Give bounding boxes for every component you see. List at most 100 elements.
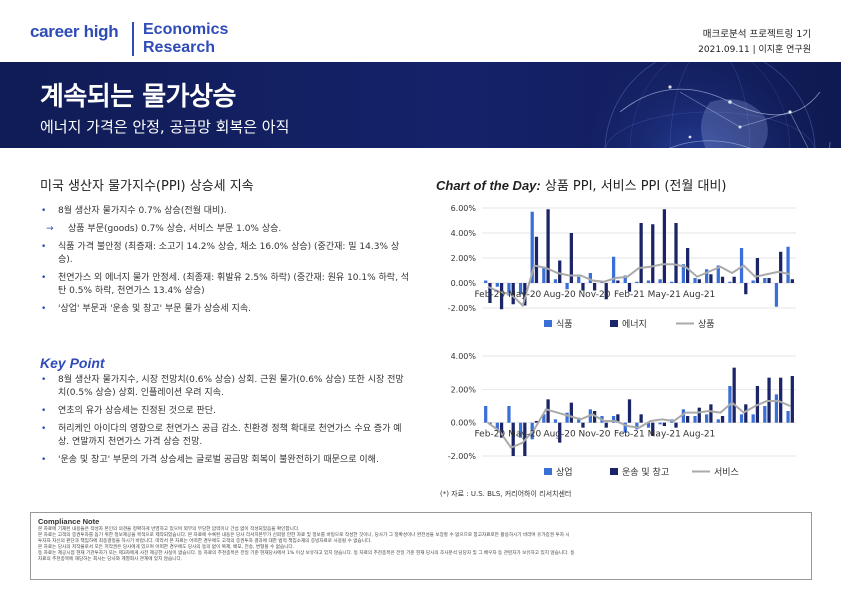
y-tick-label: 6.00% bbox=[451, 204, 477, 213]
compliance-line: 본 자료는 당사의 저작물로서 모든 저작권은 당사에게 있으며 어떠한 경우에… bbox=[38, 545, 295, 550]
bullet-dot-icon: • bbox=[41, 304, 47, 314]
bullet-dot-icon: • bbox=[41, 455, 47, 465]
x-tick-label: May-20 bbox=[508, 430, 541, 440]
bar bbox=[674, 223, 678, 283]
key-point-item: • 8월 생산자 물가지수, 시장 전망치(0.6% 상승) 상회. 근원 물가(… bbox=[41, 375, 404, 398]
bar bbox=[495, 422, 499, 431]
bar bbox=[616, 414, 620, 423]
bullet-dot-icon: • bbox=[41, 206, 47, 216]
bar bbox=[751, 280, 755, 283]
x-tick-label: Feb-20 bbox=[474, 430, 505, 440]
bar bbox=[581, 283, 585, 291]
compliance-title: Compliance Note bbox=[38, 517, 100, 526]
bar bbox=[581, 422, 585, 428]
bullet-dot-icon: • bbox=[41, 375, 47, 385]
bar bbox=[790, 376, 794, 423]
compliance-line: 본 자료에 기재된 내용들은 작성자 본인의 의견을 정확하게 반영하고 있으며… bbox=[38, 527, 300, 532]
brand-line-2: Research bbox=[143, 39, 216, 56]
bar bbox=[523, 283, 527, 306]
bar bbox=[604, 422, 608, 428]
x-tick-label: May-21 bbox=[648, 290, 681, 300]
bar bbox=[499, 422, 504, 438]
bar bbox=[484, 406, 488, 423]
compliance-line: 자료의 추천종목에 해당하는 회사는 당사와 계열회사 관계에 있지 않습니다. bbox=[38, 557, 183, 562]
bullet-dot-icon: • bbox=[41, 242, 47, 252]
section-title: 미국 생산자 물가지수(PPI) 상승세 지속 bbox=[40, 179, 254, 194]
bar bbox=[720, 276, 725, 283]
bar bbox=[546, 399, 550, 423]
x-tick-label: Aug-20 bbox=[543, 290, 576, 300]
bar bbox=[651, 224, 655, 283]
bar bbox=[530, 211, 534, 283]
chart-of-the-day-title: Chart of the Day: 상품 PPI, 서비스 PPI (전월 대비… bbox=[436, 175, 726, 194]
compliance-note: Compliance Note 본 자료에 기재된 내용들은 작성자 본인의 의… bbox=[30, 512, 812, 580]
bar bbox=[534, 421, 539, 423]
bullet-dot-icon: • bbox=[41, 273, 47, 283]
services-ppi-chart: 4.00% 2.00% 0.00% -2.00% Feb-20 May-20 Aug-20 N… bbox=[448, 352, 796, 478]
bar bbox=[716, 265, 720, 283]
bar bbox=[732, 367, 736, 423]
x-tick-label: Feb-21 bbox=[614, 430, 645, 440]
x-tick-label: Feb-21 bbox=[614, 290, 645, 300]
x-tick-label: Aug-20 bbox=[543, 430, 576, 440]
chart-source: (*) 자료 : U.S. BLS, 커리어하이 리서치센터 bbox=[440, 490, 572, 498]
bar bbox=[484, 280, 488, 283]
bar bbox=[658, 279, 662, 283]
bar bbox=[767, 278, 771, 283]
bar bbox=[779, 377, 783, 423]
legend-label: 서비스 bbox=[714, 467, 739, 478]
bar bbox=[686, 416, 690, 423]
bar bbox=[611, 256, 616, 283]
bar bbox=[763, 278, 767, 283]
x-tick-label: Aug-21 bbox=[683, 430, 715, 440]
bar bbox=[495, 283, 499, 287]
bar bbox=[627, 399, 632, 423]
bar bbox=[670, 281, 674, 283]
bar bbox=[639, 414, 643, 423]
bar bbox=[646, 280, 651, 283]
bar bbox=[744, 404, 748, 423]
legend-swatch bbox=[610, 468, 618, 475]
bar bbox=[662, 209, 667, 283]
key-point-item: • '운송 및 창고' 부문의 가격 상승세는 글로벌 공급망 회복이 불완전하기… bbox=[41, 455, 379, 465]
bullet-item: • 8월 생산자 물가지수 0.7% 상승(전월 대비). bbox=[41, 206, 227, 216]
bar bbox=[639, 223, 643, 283]
report-date-author: 2021.09.11 | 이지훈 연구원 bbox=[698, 45, 811, 55]
globe-network-graphic bbox=[590, 62, 831, 148]
legend-swatch bbox=[544, 468, 552, 475]
bar bbox=[553, 279, 558, 283]
bar bbox=[518, 283, 523, 295]
legend-label: 에너지 bbox=[622, 319, 647, 330]
brand-section: Economics Research bbox=[143, 21, 228, 57]
bar bbox=[616, 280, 620, 283]
goods-ppi-chart: 6.00%4.00%2.00%0.00%-2.00%Feb-20 May-20 Au… bbox=[448, 204, 796, 330]
bar bbox=[577, 276, 581, 283]
bar bbox=[709, 404, 713, 423]
y-tick-label: -2.00% bbox=[448, 304, 477, 313]
summary-bullets: • 8월 생산자 물가지수 0.7% 상승(전월 대비). → 상품 부문(good… bbox=[40, 205, 410, 321]
company-logo: career high Economics Research bbox=[30, 18, 250, 58]
y-tick-label: -2.00% bbox=[448, 452, 477, 461]
key-point-item: • 연초의 유가 상승세는 진정된 것으로 판단. bbox=[41, 406, 216, 416]
bar bbox=[623, 275, 627, 283]
bar bbox=[779, 251, 783, 283]
bar bbox=[623, 422, 627, 433]
bullet-item: • 천연가스 외 에너지 물가 안정세. (최종재: 휘발유 2.5% 하락) (… bbox=[41, 273, 410, 296]
compliance-line: 본 자료는 고객의 증권투자를 돕기 위한 정보제공을 목적으로 제작되었습니다… bbox=[38, 533, 570, 538]
bar bbox=[569, 233, 573, 283]
report-series: 매크로분석 프로젝트링 1기 bbox=[702, 29, 811, 40]
bar bbox=[635, 422, 639, 430]
key-point-bullets: • 8월 생산자 물가지수, 시장 전망치(0.6% 상승) 상회. 근원 물가(… bbox=[40, 374, 410, 472]
y-tick-label: 0.00% bbox=[451, 419, 477, 428]
bar bbox=[507, 406, 511, 423]
x-tick-label: Feb-20 bbox=[474, 290, 505, 300]
bullet-item: • '상업' 부문과 '운송 및 창고' 부문 물가 상승세 지속. bbox=[41, 304, 251, 314]
bar bbox=[553, 419, 558, 423]
brand-line-1: Economics bbox=[143, 21, 229, 38]
brand-name: career high bbox=[30, 22, 119, 41]
bar bbox=[693, 416, 697, 423]
y-tick-label: 0.00% bbox=[451, 279, 477, 288]
bar bbox=[558, 422, 562, 443]
bullet-dot-icon: • bbox=[41, 406, 47, 416]
y-tick-label: 4.00% bbox=[451, 352, 477, 361]
